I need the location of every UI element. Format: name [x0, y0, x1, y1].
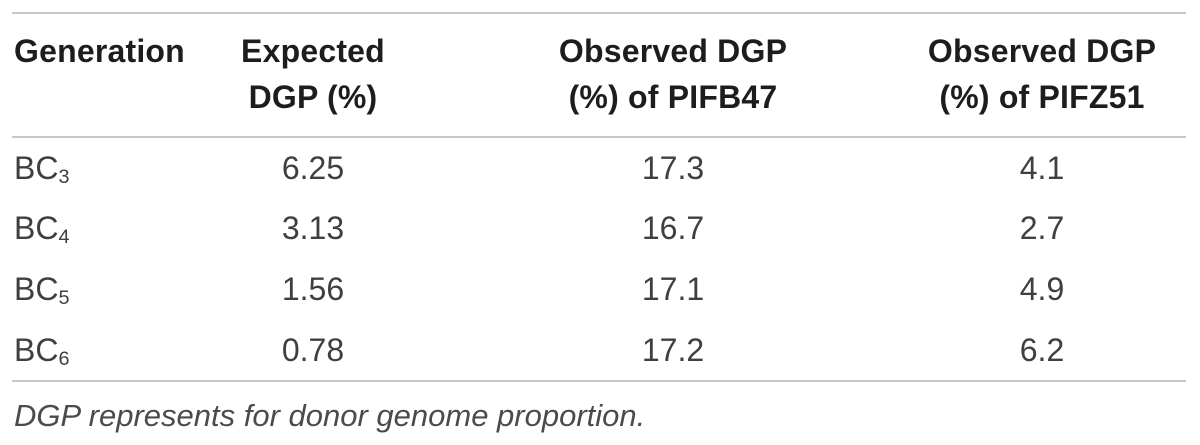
cell-generation: BC3: [12, 137, 178, 198]
header-line: Generation: [14, 33, 185, 69]
dgp-table: Generation Expected DGP (%) Observed DGP (…: [12, 12, 1186, 382]
header-line: DGP (%): [248, 79, 378, 115]
header-line: (%) of PIFB47: [568, 79, 778, 115]
generation-label: BC: [14, 331, 59, 368]
cell-observed-pifb47: 17.1: [641, 271, 705, 307]
cell-observed-pifz51: 4.1: [1019, 149, 1065, 186]
cell-expected-dgp: 1.56: [281, 271, 345, 307]
cell-generation: BC5: [12, 259, 178, 320]
cell-observed-pifz51: 2.7: [1019, 210, 1065, 246]
table-row: BC3 6.25 17.3 4.1: [12, 137, 1186, 198]
generation-label: BC: [14, 210, 59, 246]
table-header-row: Generation Expected DGP (%) Observed DGP (…: [12, 13, 1186, 138]
header-line: (%) of PIFZ51: [939, 79, 1145, 115]
cell-observed-pifz51: 6.2: [898, 320, 1186, 382]
cell-generation: BC6: [12, 320, 178, 382]
generation-label: BC: [14, 271, 59, 307]
generation-label: BC: [14, 149, 59, 186]
cell-observed-pifb47: 17.2: [448, 320, 898, 382]
cell-observed-pifz51: 4.9: [1019, 271, 1065, 307]
table-row: BC5 1.56 17.1 4.9: [12, 259, 1186, 320]
column-header-observed-dgp-pifz51: Observed DGP (%) of PIFZ51: [898, 13, 1186, 138]
header-line: Observed DGP: [927, 33, 1157, 69]
table-row: BC4 3.13 16.7 2.7: [12, 198, 1186, 259]
column-header-generation: Generation: [12, 13, 185, 138]
column-header-observed-dgp-pifb47: Observed DGP (%) of PIFB47: [448, 13, 898, 138]
generation-subscript: 5: [58, 287, 70, 310]
cell-expected-dgp: 6.25: [281, 149, 345, 186]
table-footnote: DGP represents for donor genome proporti…: [14, 398, 646, 433]
cell-expected-dgp: 3.13: [281, 210, 345, 246]
table-row: BC6 0.78 17.2 6.2: [12, 320, 1186, 382]
cell-observed-pifb47: 17.3: [641, 149, 705, 186]
generation-subscript: 6: [58, 347, 70, 370]
cell-expected-dgp: 0.78: [178, 320, 448, 382]
cell-generation: BC4: [12, 198, 178, 259]
header-line: Expected: [241, 33, 385, 69]
table-body: BC3 6.25 17.3 4.1 BC4 3.13 16.7 2.7 BC5 …: [12, 137, 1186, 382]
cell-observed-pifb47: 16.7: [641, 210, 705, 246]
header-line: Observed DGP: [558, 33, 788, 69]
column-header-expected-dgp: Expected DGP (%): [178, 13, 448, 138]
generation-subscript: 4: [58, 226, 70, 249]
generation-subscript: 3: [58, 165, 70, 188]
